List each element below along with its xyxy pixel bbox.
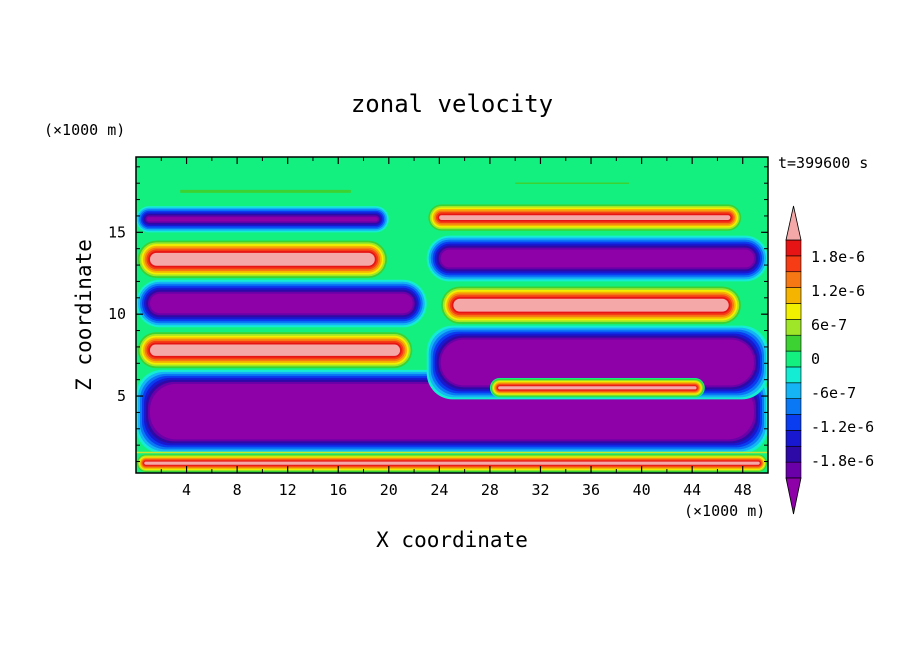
colorbar: 1.8e-6 1.2e-6 6e-7 0 -6e-7 -1.2e-6 -1.8e-6: [785, 205, 874, 515]
contour-region-5: [136, 330, 415, 370]
colorbar-swatch: [785, 445, 802, 463]
colorbar-swatch: [785, 350, 802, 368]
x-axis: 4 8 12 16 20 24 28 32 36 40 44 48: [160, 157, 752, 499]
y-unit-label: (×1000 m): [44, 121, 125, 139]
colorbar-label: -1.8e-6: [811, 452, 874, 470]
x-tick-label: 36: [582, 481, 600, 499]
colorbar-swatch: [785, 382, 802, 399]
contour-region-7: [136, 453, 768, 473]
colorbar-swatch: [785, 366, 802, 384]
colorbar-label: 0: [811, 350, 820, 368]
x-tick-label: 28: [481, 481, 499, 499]
colorbar-max-arrow: [785, 205, 802, 241]
x-tick-label: 16: [329, 481, 347, 499]
contour-region-2: [136, 206, 389, 233]
x-unit-label: (×1000 m): [684, 502, 765, 520]
x-tick-label: 20: [380, 481, 398, 499]
colorbar-swatch: [785, 255, 802, 273]
x-tick-label: 24: [430, 481, 448, 499]
contour-region-9: [426, 235, 768, 282]
colorbar-label: 6e-7: [811, 316, 847, 334]
y-axis: 5 10 15: [108, 166, 768, 463]
colorbar-swatch: [785, 303, 802, 320]
x-axis-label: X coordinate: [376, 528, 528, 552]
x-tick-label: 44: [683, 481, 701, 499]
x-tick-label: 12: [279, 481, 297, 499]
colorbar-label: -6e-7: [811, 384, 856, 402]
x-tick-label: 40: [633, 481, 651, 499]
colorbar-min-arrow: [785, 477, 802, 515]
colorbar-swatch: [785, 334, 802, 352]
contour-region-8: [426, 202, 743, 233]
colorbar-swatch: [785, 239, 802, 257]
chart-title: zonal velocity: [351, 90, 553, 118]
x-tick-label: 32: [531, 481, 549, 499]
colorbar-label: 1.8e-6: [811, 248, 865, 266]
y-tick-label: 15: [108, 223, 126, 241]
contour-region-4: [136, 279, 427, 328]
x-tick-label: 8: [233, 481, 242, 499]
y-tick-label: 10: [108, 305, 126, 323]
time-label: t=399600 s: [778, 154, 868, 172]
plot-frame: [135, 156, 769, 474]
colorbar-label: 1.2e-6: [811, 282, 865, 300]
colorbar-swatch: [785, 461, 802, 479]
colorbar-swatch: [785, 430, 802, 447]
contour-region-1: [136, 157, 768, 200]
contour-field: [136, 157, 768, 473]
contour-region-3: [136, 238, 389, 280]
y-axis-label: Z coordinate: [72, 239, 96, 391]
x-tick-label: 4: [182, 481, 191, 499]
contour-region-12: [489, 378, 705, 398]
colorbar-swatch: [785, 287, 802, 304]
colorbar-swatch: [785, 398, 802, 415]
colorbar-swatch: [785, 414, 802, 431]
colorbar-swatch: [785, 319, 802, 336]
colorbar-swatch: [785, 271, 802, 288]
contour-region-10: [439, 284, 743, 326]
colorbar-label: -1.2e-6: [811, 418, 874, 436]
y-tick-label: 5: [117, 387, 126, 405]
x-tick-label: 48: [734, 481, 752, 499]
